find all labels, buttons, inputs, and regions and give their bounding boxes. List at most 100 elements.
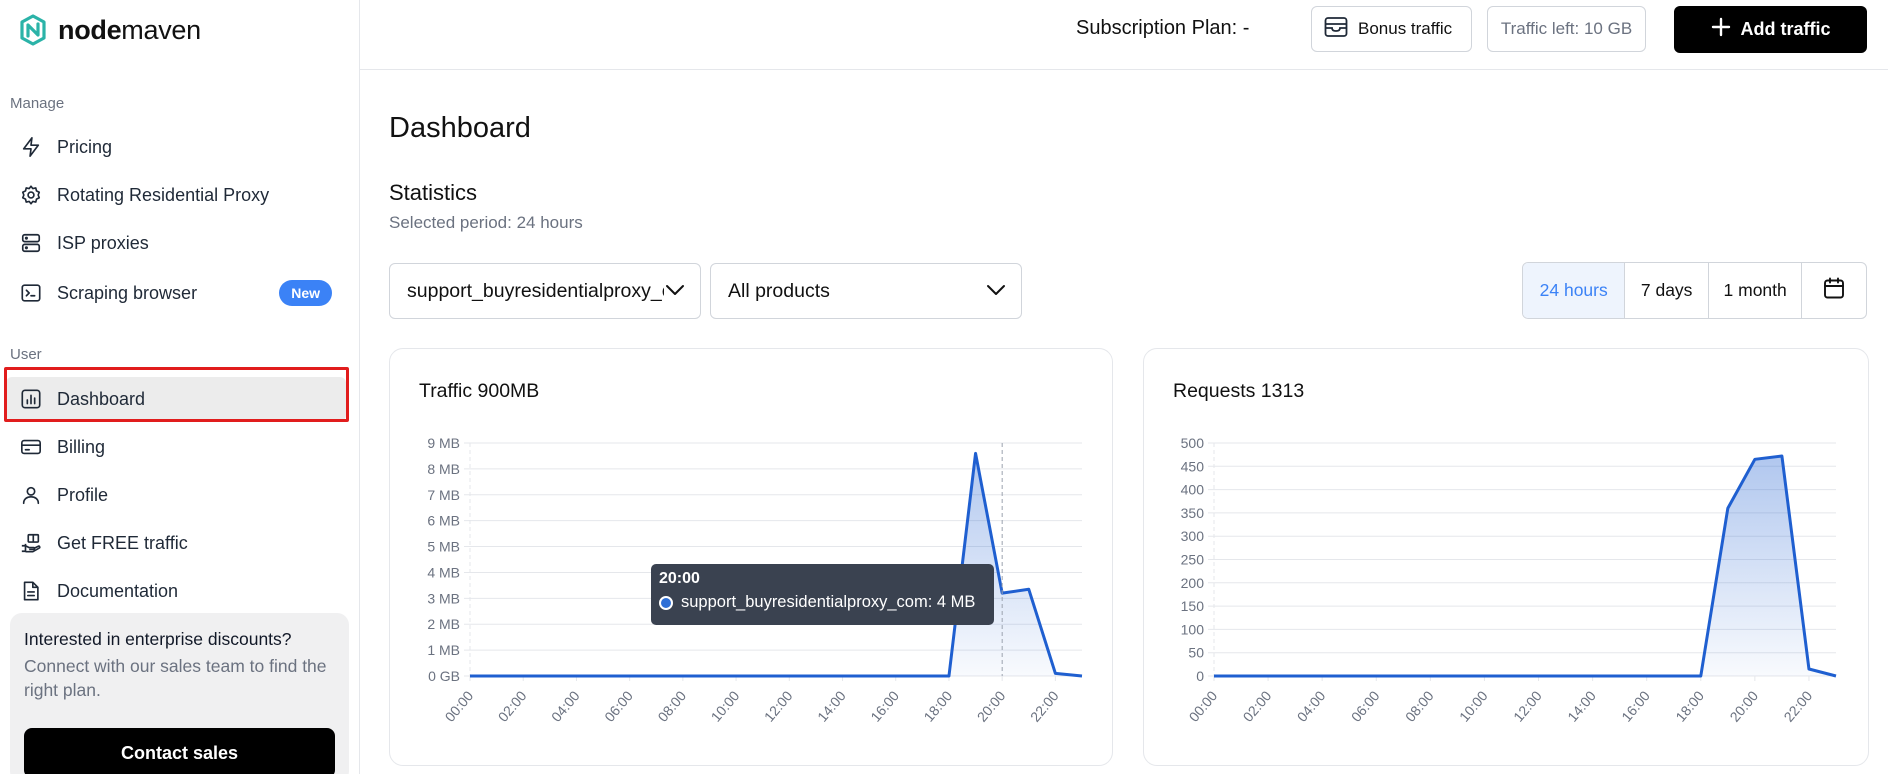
- promo-title: Interested in enterprise discounts?: [24, 629, 292, 649]
- x-tick-label: 06:00: [601, 687, 636, 724]
- requests-chart-card: Requests 1313 0 50 100 150 200 250 300 350 400 45…: [1143, 348, 1869, 766]
- period-7-days[interactable]: 7 days: [1625, 263, 1709, 318]
- selected-period-text: Selected period: 24 hours: [389, 213, 583, 232]
- sidebar-item-scraping-browser[interactable]: Scraping browser New: [6, 271, 346, 315]
- product-select[interactable]: All products: [710, 263, 1022, 319]
- x-tick-label: 12:00: [1510, 687, 1545, 724]
- sidebar-item-label: Rotating Residential Proxy: [57, 184, 270, 205]
- sidebar-item-label: Get FREE traffic: [57, 532, 188, 553]
- chevron-down-icon: [664, 280, 686, 303]
- traffic-chart: 0 GB 1 MB 2 MB 3 MB 4 MB 5 MB 6 MB 7 MB 8 MB 9 MB…: [427, 435, 1083, 725]
- user-icon: [19, 483, 43, 507]
- sidebar-item-profile[interactable]: Profile: [6, 473, 346, 517]
- x-tick-label: 00:00: [1186, 687, 1221, 724]
- period-selector: 24 hours 7 days 1 month: [1522, 262, 1867, 319]
- logo[interactable]: nodemaven: [18, 14, 201, 46]
- period-1-month[interactable]: 1 month: [1709, 263, 1803, 318]
- contact-sales-button[interactable]: Contact sales: [24, 728, 335, 774]
- y-tick-label: 8 MB: [427, 461, 460, 477]
- traffic-left-label: Traffic left: 10 GB: [1500, 19, 1633, 38]
- y-tick-label: 350: [1181, 505, 1205, 521]
- page-title: Dashboard: [389, 112, 531, 144]
- tooltip-value: support_buyresidentialproxy_com: 4 MB: [681, 593, 976, 611]
- y-tick-label: 300: [1181, 528, 1205, 544]
- add-traffic-button[interactable]: Add traffic: [1674, 6, 1867, 53]
- chart-tooltip: 20:00 support_buyresidentialproxy_com: 4…: [651, 564, 994, 625]
- traffic-chart-card: Traffic 900MB 0 GB 1 MB 2 MB 3 MB 4 MB 5 MB 6 …: [389, 348, 1113, 766]
- x-tick-label: 14:00: [1564, 687, 1599, 724]
- add-traffic-label: Add traffic: [1740, 19, 1831, 39]
- sidebar-item-isp-proxies[interactable]: ISP proxies: [6, 221, 346, 265]
- sidebar: nodemaven Manage Pricing Rotating Reside…: [0, 0, 360, 774]
- series-area: [1214, 456, 1836, 676]
- calendar-icon: [1822, 276, 1846, 305]
- y-tick-label: 7 MB: [427, 487, 460, 503]
- bonus-traffic-label: Bonus traffic: [1358, 19, 1453, 38]
- user-select[interactable]: support_buyresidentialproxy_com: [389, 263, 701, 319]
- sidebar-item-pricing[interactable]: Pricing: [6, 125, 346, 169]
- y-tick-label: 2 MB: [427, 616, 460, 632]
- subscription-plan: Subscription Plan: -: [1076, 17, 1250, 39]
- y-tick-label: 250: [1181, 552, 1205, 568]
- y-tick-label: 0 GB: [428, 668, 460, 684]
- x-tick-label: 08:00: [654, 687, 689, 724]
- sidebar-item-rotating-residential-proxy[interactable]: Rotating Residential Proxy: [6, 173, 346, 217]
- y-tick-label: 450: [1181, 458, 1205, 474]
- wallet-icon: [1324, 16, 1348, 43]
- gift-hand-icon: [19, 531, 43, 555]
- x-tick-label: 22:00: [1780, 687, 1815, 724]
- y-tick-label: 1 MB: [427, 642, 460, 658]
- x-tick-label: 04:00: [548, 687, 583, 724]
- enterprise-promo-card: Interested in enterprise discounts? Conn…: [10, 613, 349, 774]
- tooltip-time: 20:00: [659, 570, 700, 587]
- x-tick-label: 02:00: [495, 687, 530, 724]
- x-tick-label: 08:00: [1402, 687, 1437, 724]
- sidebar-item-label: Dashboard: [57, 388, 146, 409]
- sidebar-item-documentation[interactable]: Documentation: [6, 569, 346, 613]
- traffic-chart-title: Traffic 900MB: [419, 380, 540, 402]
- y-tick-label: 4 MB: [427, 564, 460, 580]
- sidebar-item-billing[interactable]: Billing: [6, 425, 346, 469]
- y-tick-label: 400: [1181, 482, 1205, 498]
- y-tick-label: 50: [1188, 645, 1204, 661]
- chart-icon: [19, 387, 43, 411]
- x-tick-label: 10:00: [708, 687, 743, 724]
- chevron-down-icon: [985, 280, 1007, 303]
- x-tick-label: 18:00: [920, 687, 955, 724]
- bonus-traffic-button[interactable]: Bonus traffic: [1311, 6, 1472, 52]
- x-tick-label: 20:00: [974, 687, 1009, 724]
- plus-icon: [1711, 17, 1731, 42]
- x-tick-label: 20:00: [1726, 687, 1761, 724]
- sidebar-item-get-free-traffic[interactable]: Get FREE traffic: [6, 521, 346, 565]
- y-tick-label: 200: [1181, 575, 1205, 591]
- traffic-left-indicator: Traffic left: 10 GB: [1487, 6, 1646, 52]
- document-icon: [19, 579, 43, 603]
- series-line: [1214, 454, 1837, 678]
- x-tick-label: 06:00: [1348, 687, 1383, 724]
- series-line: [470, 451, 1083, 678]
- top-header: Subscription Plan: - Bonus traffic Traff…: [360, 0, 1888, 70]
- sidebar-item-label: Profile: [57, 484, 109, 505]
- x-tick-label: 02:00: [1240, 687, 1275, 724]
- sidebar-item-label: Scraping browser: [57, 282, 198, 303]
- sidebar-item-dashboard[interactable]: Dashboard: [6, 377, 346, 421]
- x-tick-label: 18:00: [1672, 687, 1707, 724]
- sidebar-item-label: Billing: [57, 436, 106, 457]
- bolt-icon: [19, 135, 43, 159]
- product-select-value: All products: [728, 279, 830, 302]
- x-tick-label: 10:00: [1456, 687, 1491, 724]
- x-tick-label: 00:00: [442, 687, 477, 724]
- sidebar-item-label: Documentation: [57, 580, 179, 601]
- series-color-dot: [659, 595, 673, 610]
- calendar-button[interactable]: [1802, 263, 1866, 318]
- brand-name: nodemaven: [58, 14, 201, 45]
- period-24-hours[interactable]: 24 hours: [1523, 263, 1626, 318]
- x-tick-label: 16:00: [1618, 687, 1653, 724]
- nodemaven-logo-icon: [20, 14, 46, 46]
- sidebar-item-label: Pricing: [57, 136, 113, 157]
- y-tick-label: 100: [1181, 621, 1205, 637]
- terminal-icon: [19, 281, 43, 305]
- credit-card-icon: [19, 435, 43, 459]
- y-tick-label: 150: [1181, 598, 1205, 614]
